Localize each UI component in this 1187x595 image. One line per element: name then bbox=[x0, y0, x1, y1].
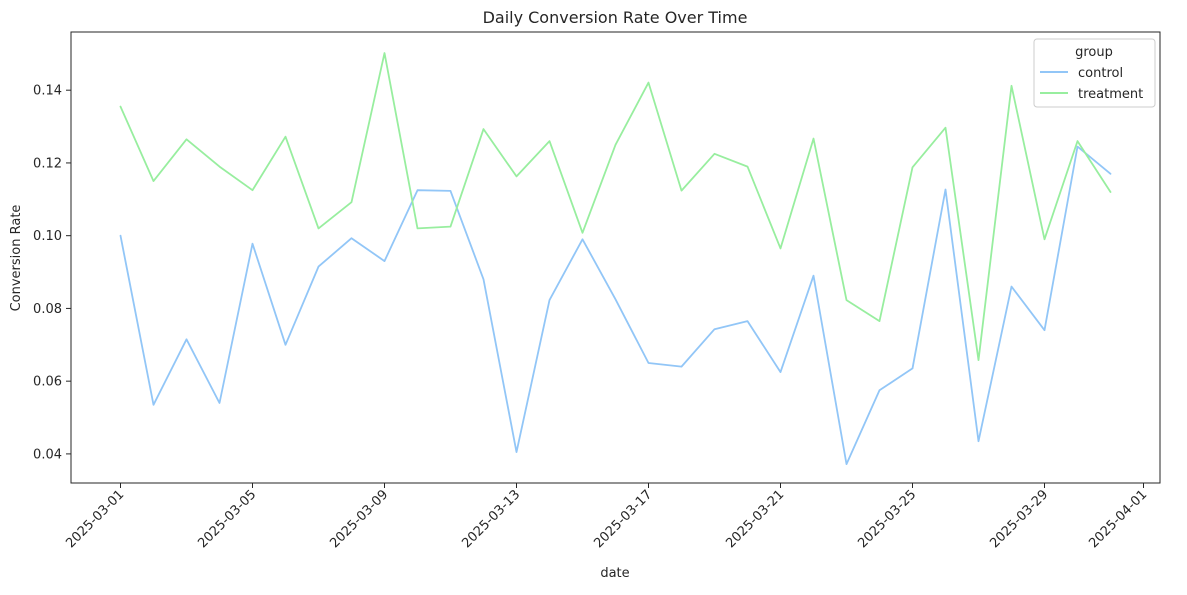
legend-label-control: control bbox=[1078, 66, 1123, 81]
legend-box bbox=[1033, 38, 1156, 108]
series-line-control bbox=[119, 145, 1112, 466]
legend-label-treatment: treatment bbox=[1078, 87, 1143, 102]
legend: group control treatment bbox=[1033, 38, 1156, 108]
y-tick-label: 0.12 bbox=[33, 156, 62, 171]
series-line-treatment bbox=[119, 52, 1112, 362]
y-tick-label: 0.06 bbox=[33, 375, 62, 390]
x-axis-title: date bbox=[600, 566, 629, 581]
y-tick-label: 0.08 bbox=[33, 302, 62, 317]
legend-title: group bbox=[1075, 45, 1113, 60]
y-axis-title: Conversion Rate bbox=[9, 205, 24, 312]
y-tick-label: 0.14 bbox=[33, 84, 62, 99]
series-lines bbox=[119, 52, 1112, 466]
plot-frame bbox=[70, 31, 1161, 484]
y-tick-label: 0.10 bbox=[33, 229, 62, 244]
chart-title: Daily Conversion Rate Over Time bbox=[483, 8, 748, 27]
y-axis: 0.04 0.06 0.08 0.10 0.12 0.14 bbox=[33, 84, 71, 462]
y-tick-label: 0.04 bbox=[33, 447, 62, 462]
